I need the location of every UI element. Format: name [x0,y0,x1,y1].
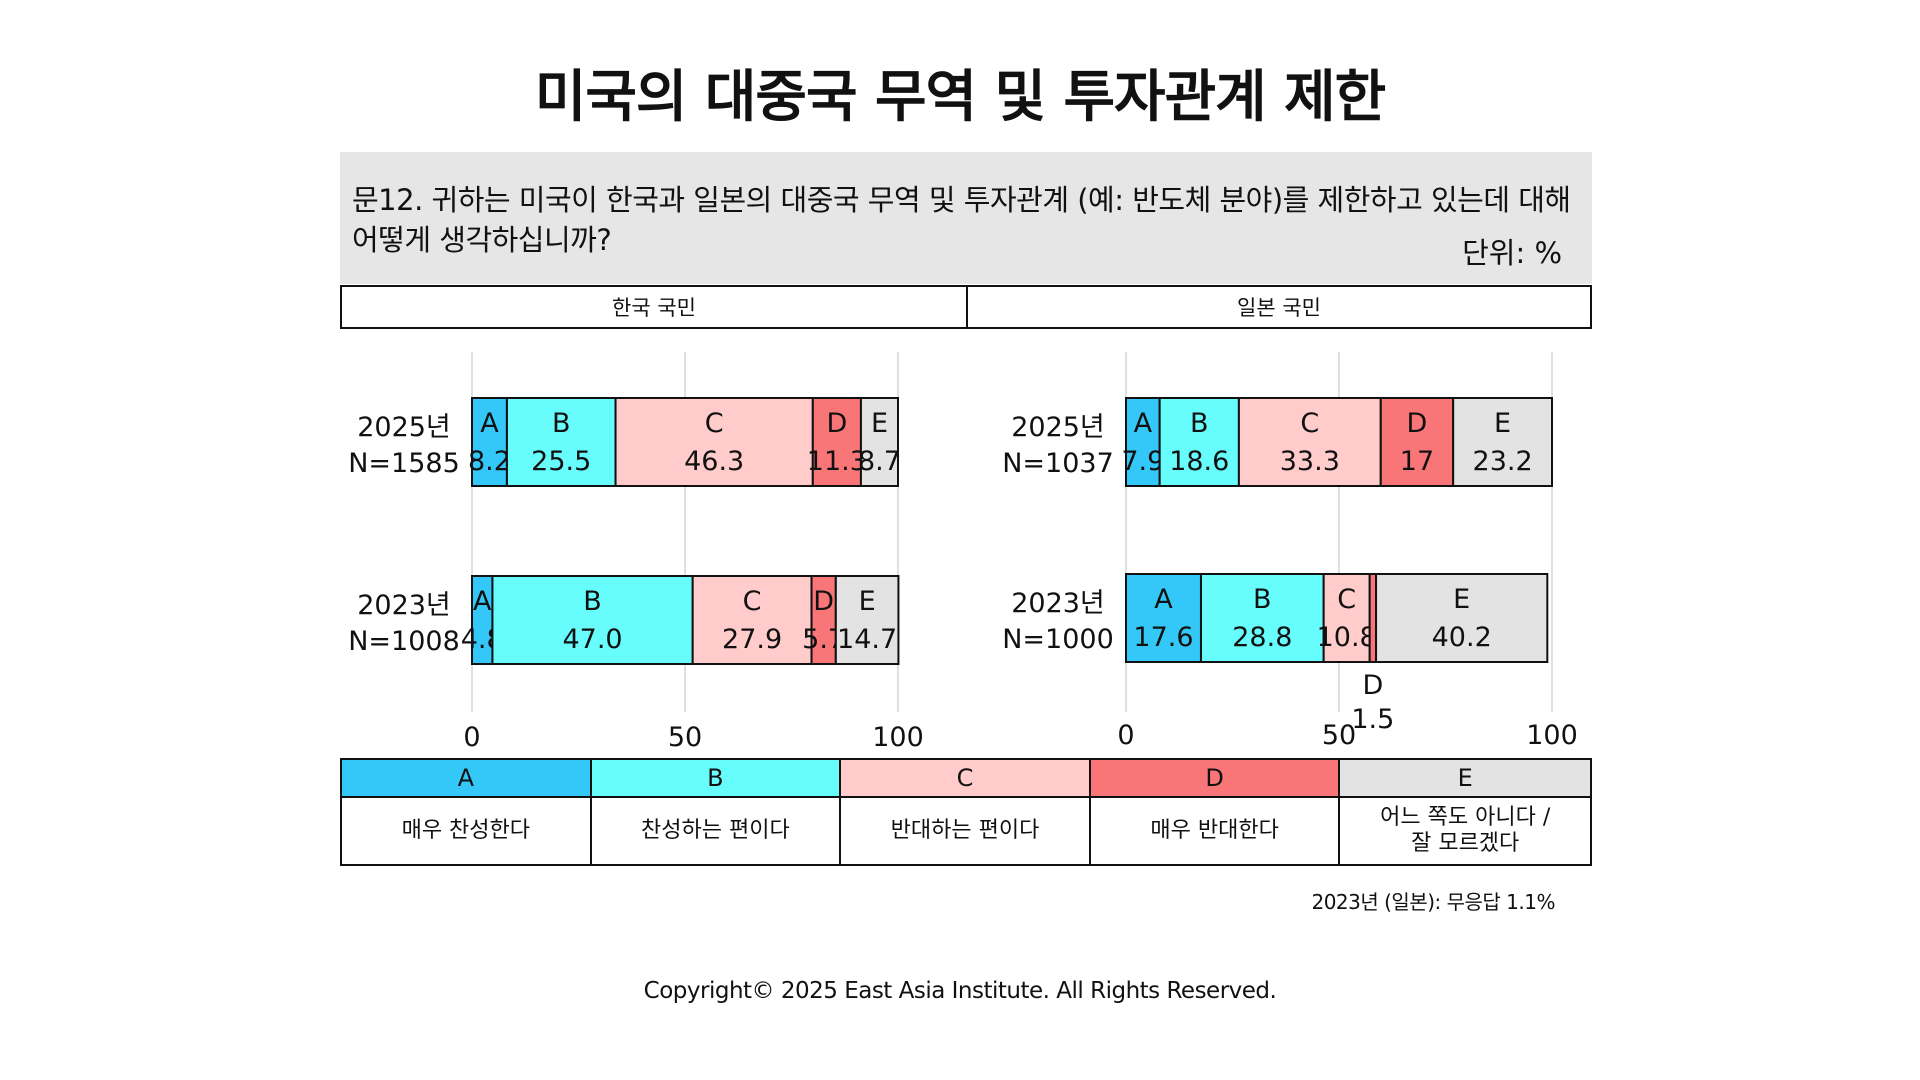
segment-code-label: B [583,586,602,617]
legend-code-e: E [1340,760,1590,798]
segment-code-label: A [480,408,499,439]
data-label: 10.8 [1317,622,1377,653]
page-title: 미국의 대중국 무역 및 투자관계 제한 [534,65,1386,130]
segment-code-label: A [1134,408,1153,439]
panel-header-korea: 한국 국민 [340,285,968,329]
data-label: 33.3 [1280,446,1340,477]
legend-label-b: 찬성하는 편이다 [592,798,842,864]
copyright: Copyright© 2025 East Asia Institute. All… [643,978,1277,1004]
data-label: 17 [1400,446,1434,477]
bar-segment-b [1199,573,1325,663]
legend-label-e: 어느 쪽도 아니다 / 잘 모르겠다 [1380,805,1551,856]
legend-code-b: B [591,760,842,798]
bar-segment-d [810,575,837,665]
data-label: 25.5 [531,446,591,477]
row-label-n: N=1008 [348,626,460,657]
data-label: 11.3 [807,446,867,477]
bar-segment-d [811,397,862,487]
segment-code-label: E [871,408,888,439]
legend-table: A B C D E 매우 찬성한다 찬성하는 편이다 반대하는 편이다 매우 반대한다 어느 쪽도… [340,758,1592,866]
data-label: 23.2 [1473,446,1533,477]
row-label-year: 2023년 [357,590,451,621]
bar-segment-b [491,575,694,665]
bar-segment-b [505,397,617,487]
bar-segment-e [859,397,899,487]
panel-header-japan: 일본 국민 [966,285,1592,329]
segment-code-label: A [473,586,492,617]
segment-code-label: D [826,408,847,439]
data-label: 18.6 [1169,446,1229,477]
legend-label-a: 매우 찬성한다 [342,798,592,864]
tick-label: 0 [463,722,480,753]
row-label-year: 2025년 [357,412,451,443]
legend-label-c: 반대하는 편이다 [841,798,1091,864]
data-label: 17.6 [1133,622,1193,653]
segment-code-label: D [813,586,834,617]
unit-label: 단위: % [1462,236,1562,270]
bar-segment-e [834,575,900,665]
legend-code-d: D [1090,760,1341,798]
legend-code-c: C [841,760,1091,798]
segment-code-label: D [1407,408,1428,439]
bar-segment-c [1237,397,1382,487]
segment-code-label: E [859,586,876,617]
row-label-n: N=1037 [1002,448,1114,479]
bar-segment-e [1375,573,1549,663]
segment-code-label: B [1190,408,1209,439]
data-label: 47.0 [562,624,622,655]
row-label-n: N=1585 [348,448,460,479]
segment-code-label: C [1337,584,1356,615]
data-label: 28.8 [1232,622,1292,653]
segment-code-label: A [1154,584,1173,615]
bar-segment-b [1158,397,1240,487]
row-label-n: N=1000 [1002,624,1114,655]
segment-code-label: C [743,586,762,617]
segment-code-label: D [1362,670,1383,701]
bar-segment-e [1452,397,1553,487]
tick-label: 50 [668,722,702,753]
question-box: 문12. 귀하는 미국이 한국과 일본의 대중국 무역 및 투자관계 (예: 반… [340,152,1592,284]
question-text: 문12. 귀하는 미국이 한국과 일본의 대중국 무역 및 투자관계 (예: 반… [352,183,1571,257]
data-label: 14.7 [837,624,897,655]
data-label: 46.3 [684,446,744,477]
row-label-year: 2023년 [1011,588,1105,619]
data-label: 8.7 [858,446,901,477]
segment-code-label: B [552,408,571,439]
segment-code-label: E [1494,408,1511,439]
bar-segment-d [1379,397,1455,487]
data-label: 8.2 [468,446,511,477]
bar-segment-c [691,575,813,665]
row-label-year: 2025년 [1011,412,1105,443]
legend-code-a: A [342,760,592,798]
data-label: 40.2 [1432,622,1492,653]
footnote: 2023년 (일본): 무응답 1.1% [1311,890,1555,914]
tick-label: 50 [1322,720,1356,751]
tick-label: 100 [872,722,924,753]
bar-segment-a [1125,397,1161,487]
legend-label-d: 매우 반대한다 [1091,798,1341,864]
segment-code-label: C [1300,408,1319,439]
segment-code-label: C [705,408,724,439]
data-label: 7.9 [1121,446,1164,477]
bar-segment-c [1322,573,1371,663]
data-label: 1.5 [1351,704,1394,735]
tick-label: 0 [1117,720,1134,751]
data-label: 27.9 [722,624,782,655]
tick-label: 100 [1526,720,1578,751]
segment-code-label: E [1453,584,1470,615]
segment-code-label: B [1253,584,1272,615]
